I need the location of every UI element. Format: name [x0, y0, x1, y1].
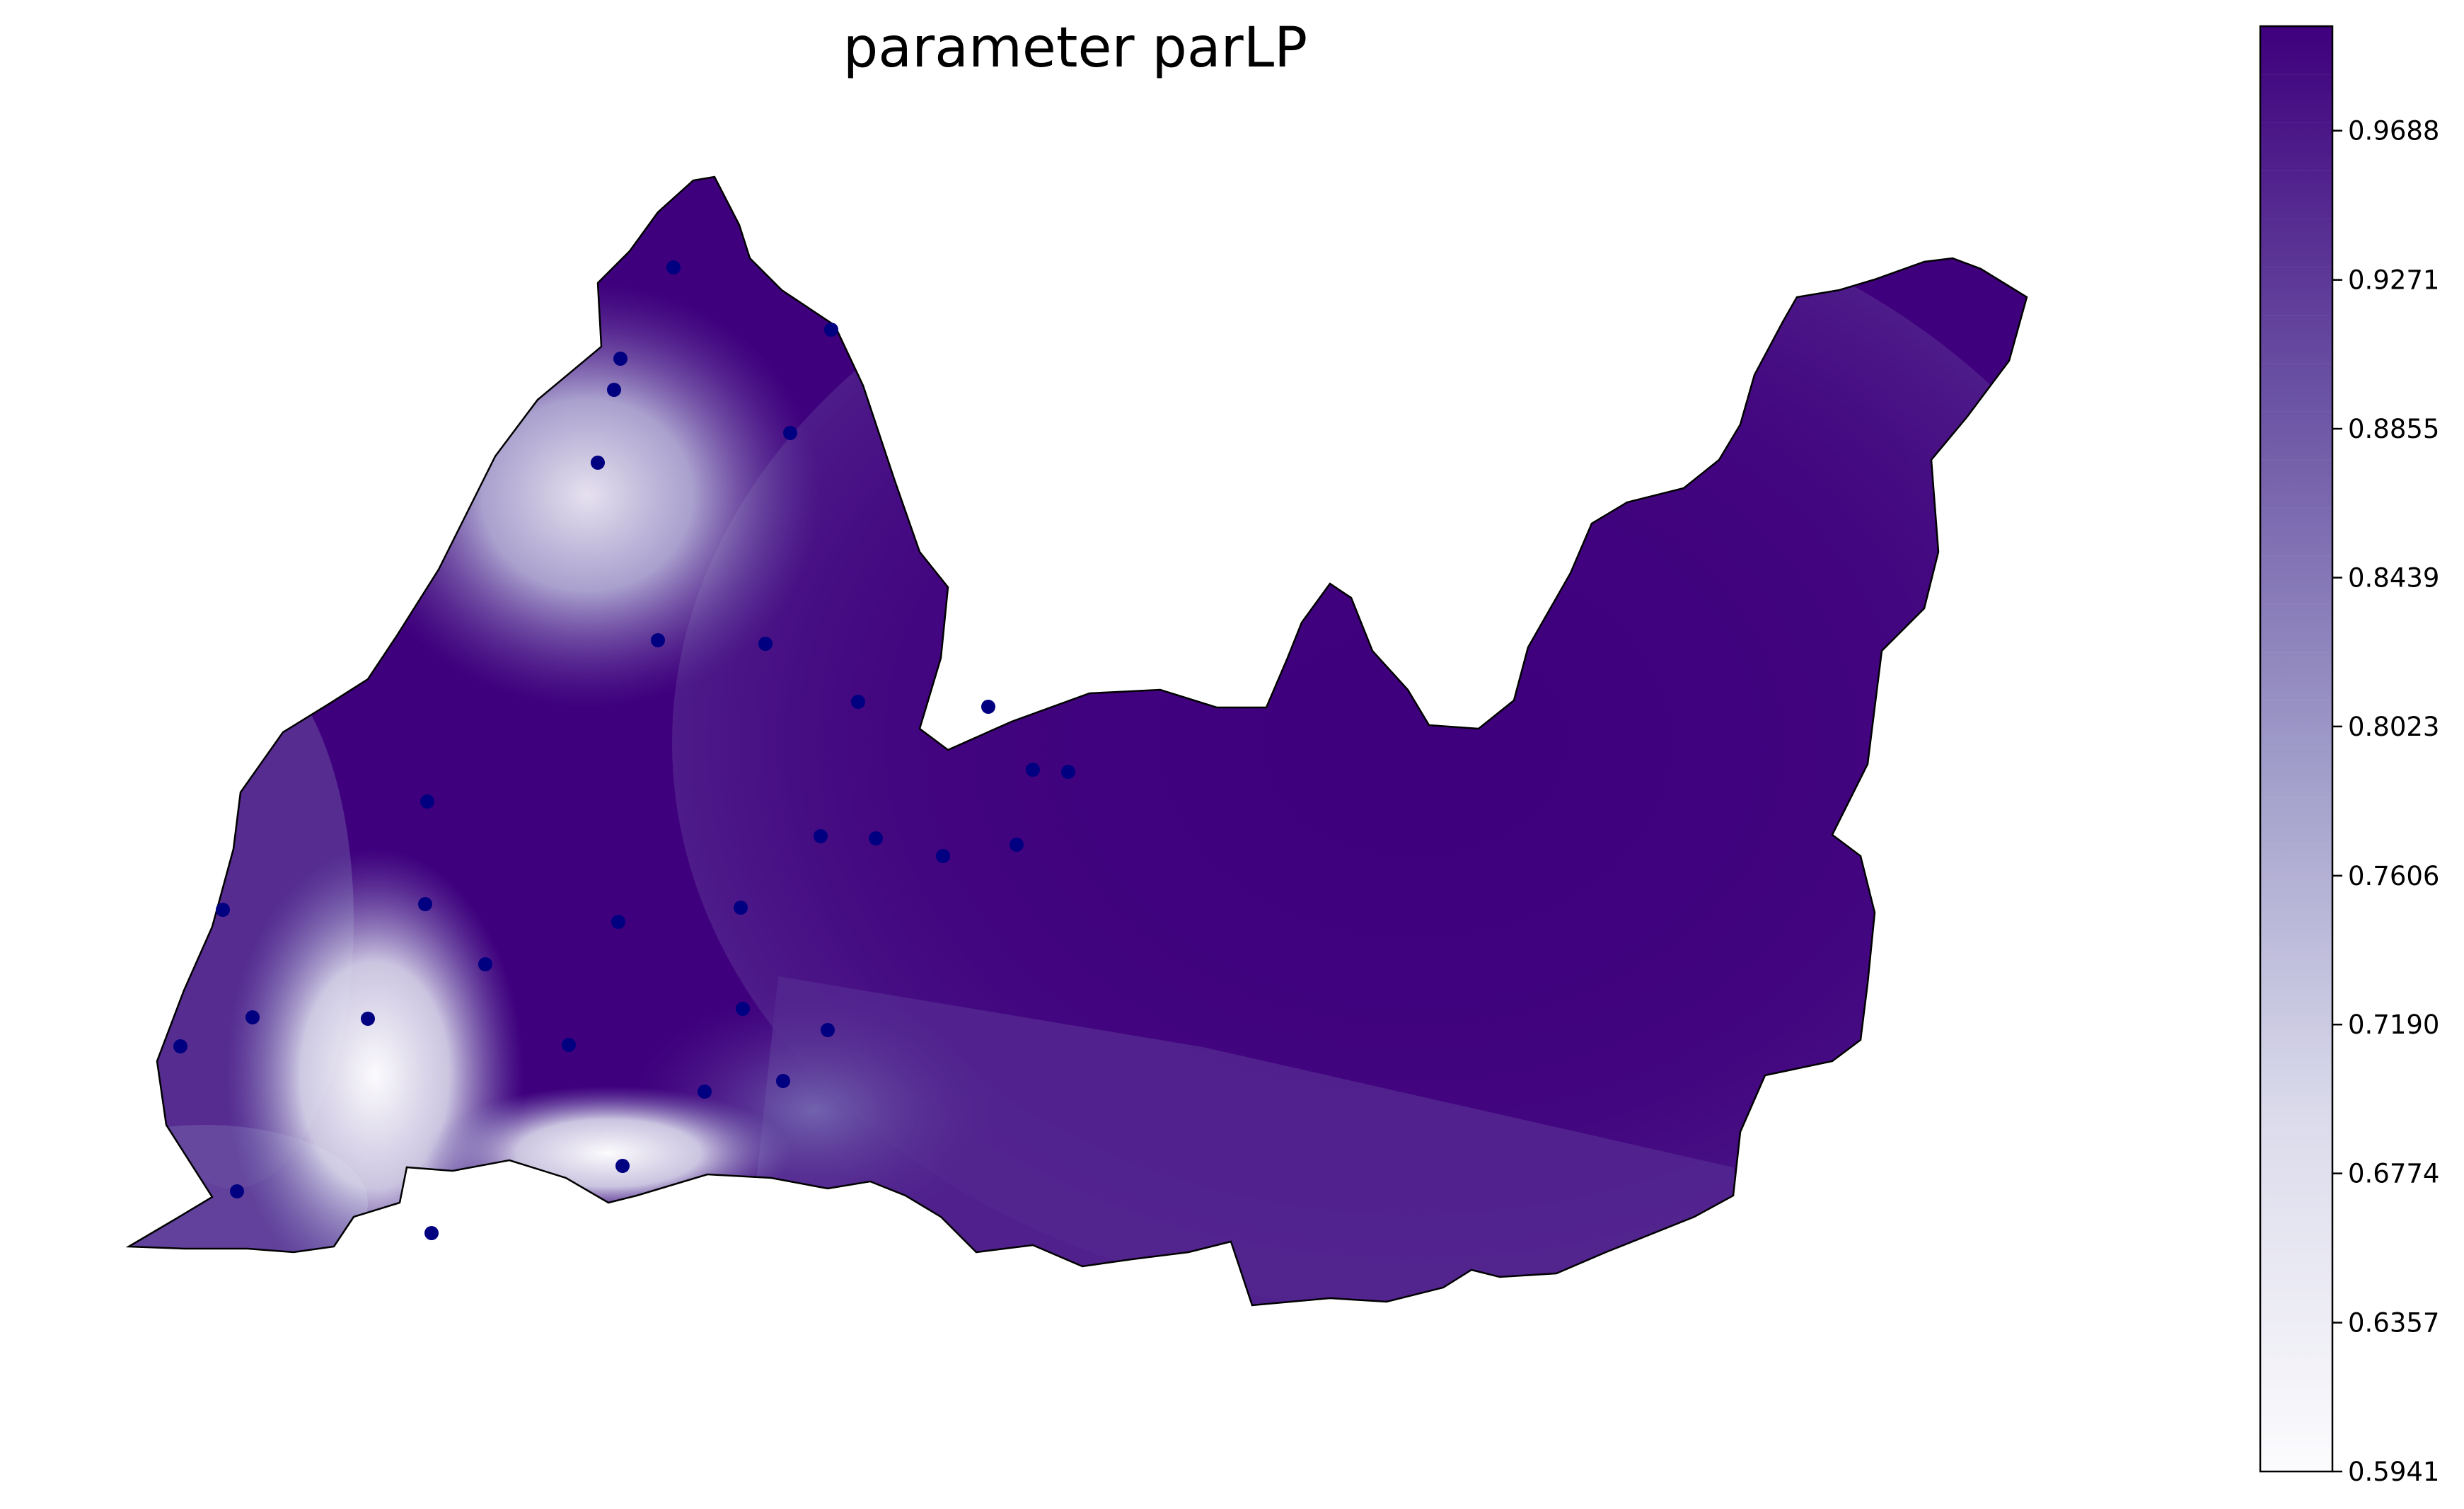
station-point	[230, 1184, 244, 1198]
station-point	[418, 897, 432, 911]
station-point	[173, 1039, 187, 1053]
station-point	[824, 323, 838, 337]
station-point	[1026, 763, 1040, 777]
station-point	[611, 915, 625, 929]
station-point	[361, 1012, 375, 1026]
station-point	[776, 1074, 790, 1088]
colorbar-tick-label: 0.7190	[2348, 1010, 2439, 1040]
field-low-south	[424, 1086, 792, 1220]
colorbar-frame	[2259, 25, 2334, 1473]
station-point	[734, 901, 748, 915]
station-point	[814, 829, 828, 843]
station-point	[245, 1010, 260, 1024]
colorbar-tick-label: 0.9271	[2348, 265, 2439, 296]
field-low-southwest	[226, 849, 524, 1302]
colorbar-tick-label: 0.8023	[2348, 712, 2439, 742]
colorbar-tick-label: 0.6774	[2348, 1159, 2439, 1189]
station-markers	[173, 260, 1075, 1240]
station-point	[420, 794, 434, 809]
chart-title: parameter parLP	[843, 16, 1307, 80]
station-point	[562, 1038, 576, 1052]
station-point	[216, 903, 230, 917]
station-point	[424, 1226, 439, 1240]
colorbar-gradient	[2260, 26, 2332, 1472]
colorbar-tick-label: 0.6357	[2348, 1308, 2439, 1339]
station-point	[1010, 838, 1024, 852]
station-point	[869, 831, 883, 845]
station-point	[698, 1085, 712, 1099]
colorbar-ticks: 0.5941 0.6357 0.6774 0.7190 0.7606 0.8023 0.84…	[2332, 116, 2439, 1487]
colorbar-tick-label: 0.5941	[2348, 1457, 2439, 1487]
station-point	[736, 1002, 750, 1016]
station-point	[981, 700, 995, 714]
station-point	[478, 957, 492, 971]
colorbar-tick-label: 0.7606	[2348, 861, 2439, 891]
station-point	[758, 637, 773, 651]
station-point	[651, 633, 665, 647]
station-point	[1061, 765, 1075, 779]
colorbar-tick-label: 0.8439	[2348, 562, 2439, 593]
station-point	[591, 456, 605, 470]
station-point	[607, 383, 621, 397]
station-point	[666, 260, 681, 274]
station-point	[851, 695, 865, 709]
station-point	[783, 426, 797, 440]
station-point	[936, 849, 950, 863]
station-point	[615, 1159, 630, 1173]
colorbar: 0.5941 0.6357 0.6774 0.7190 0.7606 0.8023 0.84…	[2259, 25, 2439, 1487]
field-low-northwest	[354, 283, 821, 707]
station-point	[821, 1023, 835, 1037]
interpolated-field	[129, 177, 2027, 1305]
field-south-band	[743, 976, 1769, 1305]
station-point	[613, 352, 627, 366]
colorbar-tick-label: 0.8855	[2348, 414, 2439, 444]
colorbar-tick-label: 0.9688	[2348, 116, 2439, 146]
